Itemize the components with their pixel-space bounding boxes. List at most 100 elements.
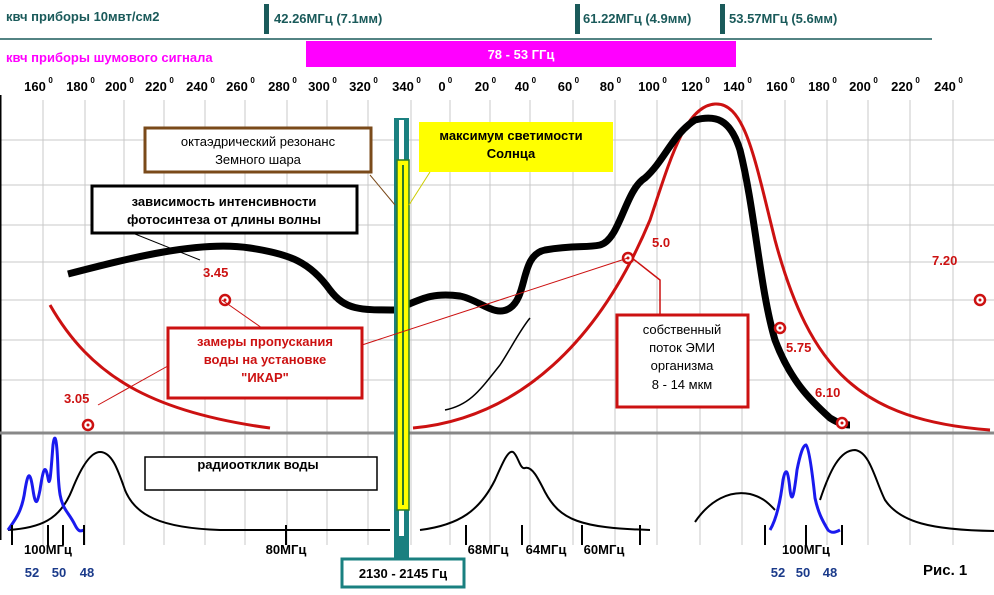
freq-label-42: 42.26МГц (7.1мм) xyxy=(274,11,382,26)
photosynthesis-box: зависимость интенсивности фотосинтеза от… xyxy=(90,184,359,235)
angle-tick-10: 0 xyxy=(438,79,445,94)
header: квч приборы 10мвт/см2 42.26МГц (7.1мм) 6… xyxy=(0,4,932,67)
sun-max-box: максимум светимости Солнца xyxy=(419,122,613,172)
freq-label-61: 61.22МГц (4.9мм) xyxy=(583,11,691,26)
bottom-sub-label-3: 52 xyxy=(771,565,785,580)
red-point-dot-4 xyxy=(840,421,844,425)
angle-degree-17: 0 xyxy=(747,76,752,85)
figure-label: Рис. 1 xyxy=(923,562,967,579)
red-point-label-0: 3.05 xyxy=(64,391,89,406)
freq-mark-53 xyxy=(720,4,725,34)
angle-degree-2: 0 xyxy=(129,76,134,85)
angle-degree-9: 0 xyxy=(416,76,421,85)
connector-photosynthesis xyxy=(124,229,201,261)
response-curve-right xyxy=(694,448,994,532)
emi-line-2: поток ЭМИ xyxy=(649,340,715,355)
water-line-3: "ИКАР" xyxy=(241,370,289,385)
angle-tick-21: 220 xyxy=(891,79,913,94)
angle-tick-13: 60 xyxy=(558,79,572,94)
angle-degree-21: 0 xyxy=(915,76,920,85)
photosynthesis-line-1: зависимость интенсивности xyxy=(132,194,317,209)
angle-tick-8: 320 xyxy=(349,79,371,94)
bottom-sub-label-2: 48 xyxy=(80,565,94,580)
bottom-freq-label-1: 80МГц xyxy=(266,542,307,557)
angle-tick-20: 200 xyxy=(849,79,871,94)
angle-degree-13: 0 xyxy=(575,76,580,85)
connector-305 xyxy=(97,361,176,406)
band-bar xyxy=(306,41,736,67)
angle-degree-1: 0 xyxy=(90,76,95,85)
bottom-sub-label-1: 50 xyxy=(52,565,66,580)
freq-label-53: 53.57МГц (5.6мм) xyxy=(729,11,837,26)
red-point-label-2: 5.0 xyxy=(652,235,670,250)
angle-degree-20: 0 xyxy=(873,76,878,85)
angle-tick-17: 140 xyxy=(723,79,745,94)
angle-degree-0: 0 xyxy=(48,76,53,85)
angle-degree-19: 0 xyxy=(832,76,837,85)
connector-345 xyxy=(221,299,263,329)
angle-tick-19: 180 xyxy=(808,79,830,94)
bottom-sub-label-0: 52 xyxy=(25,565,39,580)
noise-label: квч приборы шумового сигнала xyxy=(6,50,213,65)
connector-50 xyxy=(361,257,629,346)
bottom-ticks: 100МГц 80МГц 68МГц 64МГц 60МГц 100МГц 52 50 48 52… xyxy=(11,525,843,580)
angle-tick-7: 300 xyxy=(308,79,330,94)
sun-max-line-2: Солнца xyxy=(487,146,536,161)
response-curve-mid xyxy=(419,450,651,531)
angle-tick-5: 260 xyxy=(226,79,248,94)
kvch-10mw-label: квч приборы 10мвт/см2 xyxy=(6,9,160,24)
bottom-sub-label-5: 48 xyxy=(823,565,837,580)
photosynthesis-thin-tail xyxy=(444,317,531,411)
angle-tick-4: 240 xyxy=(186,79,208,94)
angle-degree-6: 0 xyxy=(292,76,297,85)
red-point-label-1: 3.45 xyxy=(203,265,228,280)
grid xyxy=(0,100,994,545)
angle-degree-14: 0 xyxy=(617,76,622,85)
angle-degree-4: 0 xyxy=(210,76,215,85)
angle-degree-11: 0 xyxy=(492,76,497,85)
angle-tick-0: 160 xyxy=(24,79,46,94)
radio-response-box: радиоотклик воды xyxy=(144,456,378,491)
angle-tick-18: 160 xyxy=(766,79,788,94)
hz-band-box: 2130 - 2145 Гц xyxy=(340,557,466,589)
bottom-freq-label-2: 68МГц xyxy=(468,542,509,557)
bottom-freq-label-5: 100МГц xyxy=(782,542,830,557)
resonance-line-2: Земного шара xyxy=(215,152,302,167)
angle-tick-22: 240 xyxy=(934,79,956,94)
red-curve-emi xyxy=(412,102,991,432)
red-point-dot-5 xyxy=(978,298,982,302)
angle-tick-15: 100 xyxy=(638,79,660,94)
water-measure-box: замеры пропускания воды на установке "ИК… xyxy=(166,326,364,400)
angle-tick-12: 40 xyxy=(515,79,529,94)
sun-max-line-1: максимум светимости xyxy=(439,128,582,143)
radio-response-label: радиоотклик воды xyxy=(197,457,318,472)
angle-degree-10: 0 xyxy=(448,76,453,85)
blue-spikes-right xyxy=(768,443,841,534)
bottom-freq-label-4: 60МГц xyxy=(584,542,625,557)
red-point-dot-0 xyxy=(86,423,90,427)
angle-degree-5: 0 xyxy=(250,76,255,85)
bottom-sub-label-4: 50 xyxy=(796,565,810,580)
emi-line-1: собственный xyxy=(643,322,722,337)
angle-degree-3: 0 xyxy=(169,76,174,85)
angle-tick-1: 180 xyxy=(66,79,88,94)
angle-degree-16: 0 xyxy=(705,76,710,85)
response-curve-left xyxy=(7,450,390,531)
red-point-dot-3 xyxy=(778,326,782,330)
water-line-1: замеры пропускания xyxy=(197,334,333,349)
red-point-label-3: 5.75 xyxy=(786,340,811,355)
angle-degree-22: 0 xyxy=(958,76,963,85)
emi-line-4: 8 - 14 мкм xyxy=(652,377,712,392)
freq-mark-42 xyxy=(264,4,269,34)
angle-degree-12: 0 xyxy=(532,76,537,85)
emi-box: собственный поток ЭМИ организма 8 - 14 м… xyxy=(615,313,750,409)
red-points: 3.05 3.45 5.0 5.75 6.10 7.20 xyxy=(64,235,987,432)
angle-degree-15: 0 xyxy=(662,76,667,85)
connector-resonance xyxy=(369,174,396,206)
angle-tick-9: 340 xyxy=(392,79,414,94)
water-line-2: воды на установке xyxy=(204,352,327,367)
angle-tick-11: 20 xyxy=(475,79,489,94)
angle-degree-8: 0 xyxy=(373,76,378,85)
